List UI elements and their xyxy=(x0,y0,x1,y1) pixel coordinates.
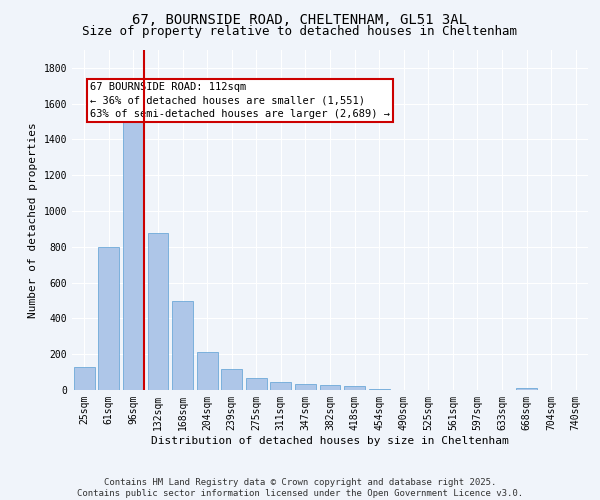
Bar xyxy=(123,122,144,390)
Text: 67 BOURNSIDE ROAD: 112sqm
← 36% of detached houses are smaller (1,551)
63% of se: 67 BOURNSIDE ROAD: 112sqm ← 36% of detac… xyxy=(89,82,389,118)
Bar xyxy=(197,352,218,390)
Bar xyxy=(172,300,193,390)
Bar xyxy=(320,384,340,390)
Text: 67, BOURNSIDE ROAD, CHELTENHAM, GL51 3AL: 67, BOURNSIDE ROAD, CHELTENHAM, GL51 3AL xyxy=(133,12,467,26)
Text: Size of property relative to detached houses in Cheltenham: Size of property relative to detached ho… xyxy=(83,25,517,38)
Y-axis label: Number of detached properties: Number of detached properties xyxy=(28,122,38,318)
Bar xyxy=(368,389,389,390)
Bar xyxy=(74,366,95,390)
Bar xyxy=(344,386,365,390)
Bar xyxy=(98,247,119,390)
Bar xyxy=(221,370,242,390)
Bar xyxy=(148,232,169,390)
Bar xyxy=(295,384,316,390)
Bar xyxy=(246,378,267,390)
Text: Contains HM Land Registry data © Crown copyright and database right 2025.
Contai: Contains HM Land Registry data © Crown c… xyxy=(77,478,523,498)
Bar xyxy=(516,388,537,390)
Bar xyxy=(271,382,292,390)
X-axis label: Distribution of detached houses by size in Cheltenham: Distribution of detached houses by size … xyxy=(151,436,509,446)
